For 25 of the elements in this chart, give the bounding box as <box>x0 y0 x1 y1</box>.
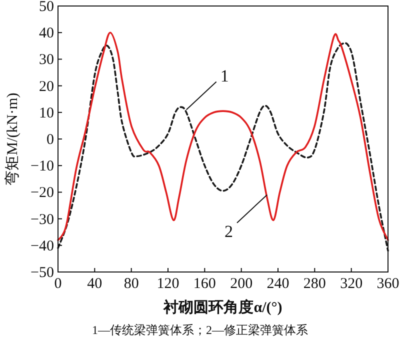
annotation: 1 <box>220 66 229 86</box>
annotation: 2 <box>224 222 233 241</box>
x-tick-label: 360 <box>376 276 400 292</box>
x-tick-label: 80 <box>124 276 139 292</box>
y-tick-label: 10 <box>39 105 54 122</box>
x-tick-label: 200 <box>230 276 253 292</box>
x-tick-label: 240 <box>266 276 290 292</box>
y-tick-label: 20 <box>39 78 54 95</box>
y-tick-label: −10 <box>30 158 54 175</box>
y-tick-label: −50 <box>30 265 54 281</box>
y-tick-label: 50 <box>39 0 54 15</box>
x-tick-label: 40 <box>87 276 102 292</box>
x-tick-label: 160 <box>193 276 216 292</box>
x-tick-label: 320 <box>340 276 363 292</box>
x-axis-title: 衬砌圆环角度α/(°) <box>162 298 282 316</box>
y-axis-title: 弯矩M/(kN·m) <box>4 92 21 186</box>
y-tick-label: 30 <box>39 52 54 68</box>
y-tick-label: 40 <box>39 26 54 42</box>
x-tick-label: 280 <box>303 276 326 292</box>
y-tick-label: −20 <box>30 185 54 202</box>
text: 1—传统梁弹簧体系；2—修正梁弹簧体系 <box>92 323 308 337</box>
y-tick-label: 0 <box>46 132 54 148</box>
x-tick-label: 120 <box>156 276 180 292</box>
y-tick-label: −40 <box>30 238 54 254</box>
y-tick-label: −30 <box>30 212 54 228</box>
